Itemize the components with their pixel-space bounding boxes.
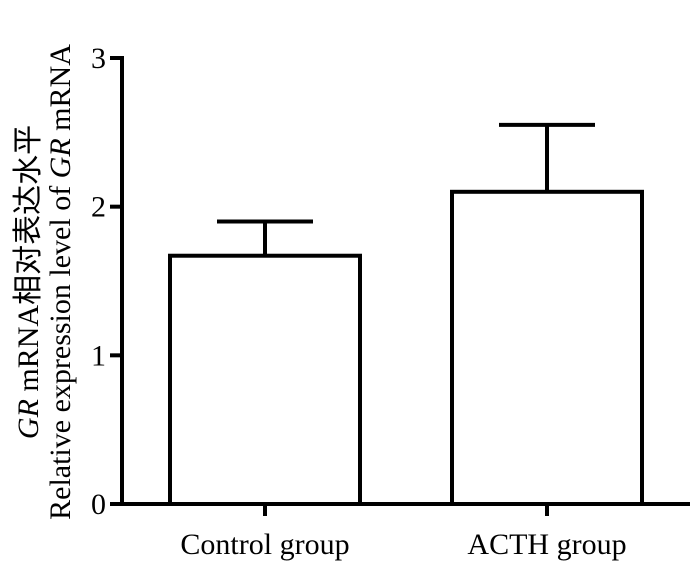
x-category-label: Control group <box>180 528 349 561</box>
y-tick-label: 0 <box>91 488 106 521</box>
x-category-label: ACTH group <box>467 528 626 561</box>
y-tick-label: 3 <box>91 42 106 75</box>
bar <box>450 189 644 507</box>
bars <box>168 122 644 507</box>
y-axis-label-line1: GR mRNA相对表达水平 <box>12 125 45 439</box>
y-axis-label-line2: Relative expression level of GR mRNA <box>44 44 77 520</box>
y-tick-label: 2 <box>91 191 106 224</box>
bar <box>168 253 362 506</box>
y-tick-label: 1 <box>91 339 106 372</box>
y-axis-label: GR mRNA相对表达水平 Relative expression level … <box>12 44 77 520</box>
